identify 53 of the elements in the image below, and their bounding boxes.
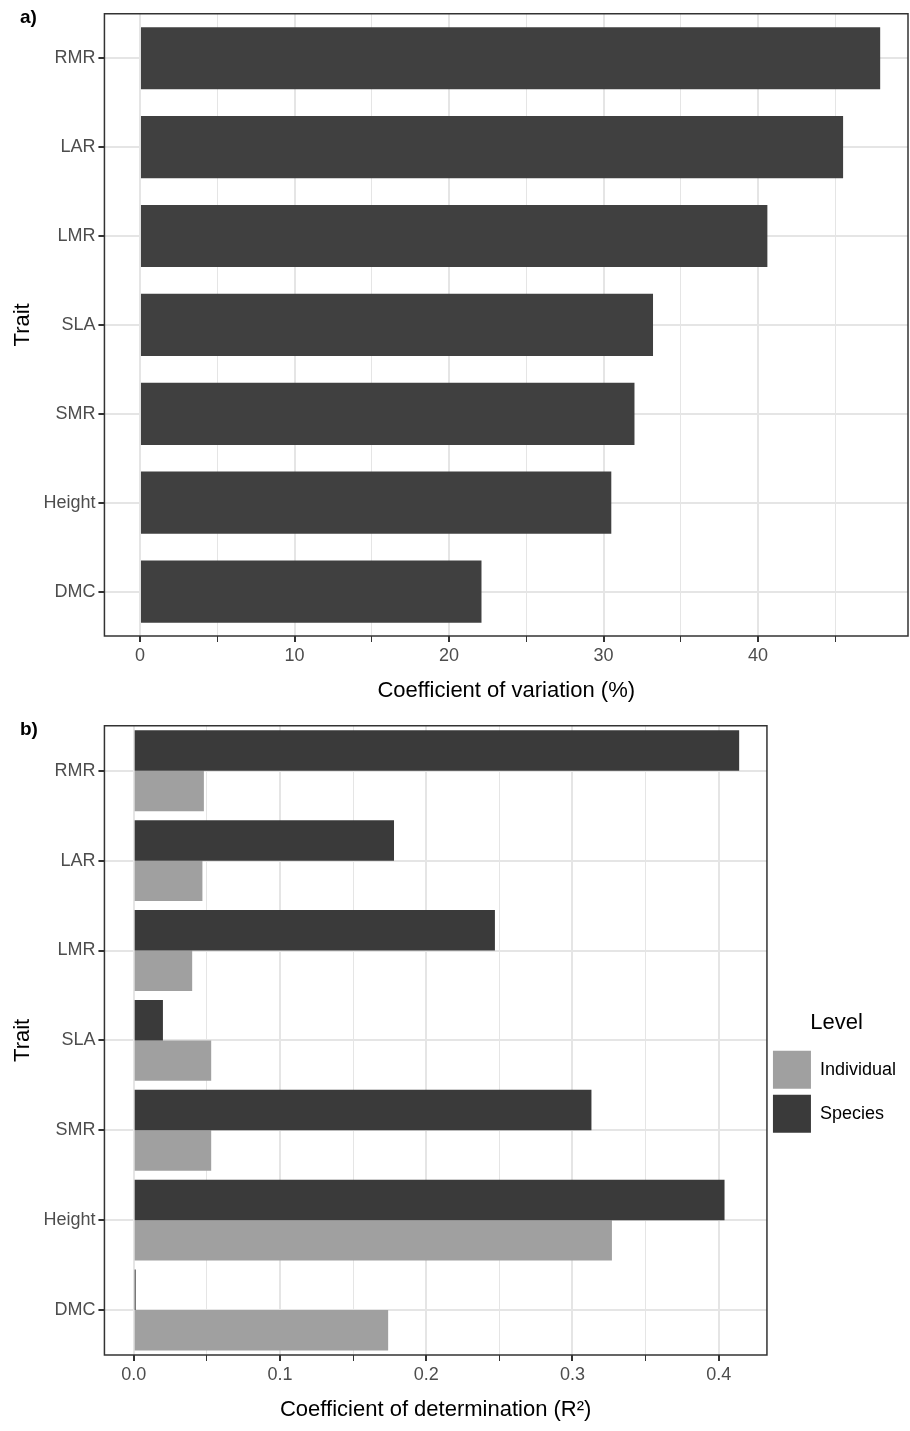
- x-axis-title: Coefficient of determination (R²): [279, 1395, 592, 1421]
- x-tick-label: 0.0: [121, 1363, 147, 1384]
- legend-label: Species: [819, 1102, 884, 1123]
- y-tick-label: DMC: [54, 1299, 96, 1320]
- y-tick-label: RMR: [54, 47, 96, 68]
- legend-title: Level: [810, 1009, 863, 1035]
- x-tick-label: 0.2: [413, 1363, 439, 1384]
- y-tick-label: LMR: [57, 224, 96, 245]
- x-tick-label: 0.4: [706, 1363, 732, 1384]
- bar: [134, 1220, 612, 1261]
- x-tick-label: 30: [593, 644, 614, 665]
- bar: [140, 560, 482, 623]
- y-tick-label: LAR: [60, 136, 96, 157]
- bar: [140, 471, 612, 534]
- bar: [134, 820, 395, 861]
- bar: [134, 950, 193, 991]
- bar: [134, 999, 163, 1041]
- y-tick-label: SMR: [55, 1119, 96, 1140]
- bar: [134, 1089, 592, 1131]
- x-tick-label: 0: [134, 644, 145, 665]
- bar: [134, 770, 204, 812]
- bar: [134, 1310, 389, 1351]
- y-tick-label: Height: [43, 491, 96, 512]
- y-tick-label: DMC: [54, 580, 96, 601]
- y-tick-label: LAR: [60, 849, 96, 870]
- bar: [140, 116, 844, 179]
- bar: [140, 382, 635, 445]
- y-tick-label: SLA: [61, 313, 96, 334]
- text: a): [20, 5, 37, 27]
- bar: [134, 1040, 212, 1081]
- x-tick-label: 0.1: [267, 1363, 293, 1384]
- legend-label: Individual: [819, 1058, 897, 1079]
- y-axis-title: Trait: [9, 303, 35, 347]
- x-tick-label: 40: [748, 644, 769, 665]
- bar: [134, 910, 495, 951]
- bar: [134, 860, 203, 902]
- y-tick-label: RMR: [54, 759, 96, 780]
- y-tick-label: LMR: [57, 939, 96, 960]
- bar: [134, 730, 740, 771]
- y-tick-label: Height: [43, 1209, 96, 1230]
- text: b): [20, 717, 38, 739]
- bar: [140, 204, 768, 268]
- y-tick-label: SMR: [55, 402, 96, 423]
- bar: [134, 1130, 212, 1171]
- bar: [134, 1179, 725, 1221]
- bar: [140, 27, 881, 90]
- x-tick-label: 0.3: [559, 1363, 585, 1384]
- x-tick-label: 10: [284, 644, 305, 665]
- x-axis-title: Coefficient of variation (%): [377, 676, 636, 702]
- y-axis-title: Trait: [9, 1018, 35, 1062]
- y-tick-label: SLA: [61, 1029, 96, 1050]
- bar: [140, 293, 654, 357]
- x-tick-label: 20: [439, 644, 460, 665]
